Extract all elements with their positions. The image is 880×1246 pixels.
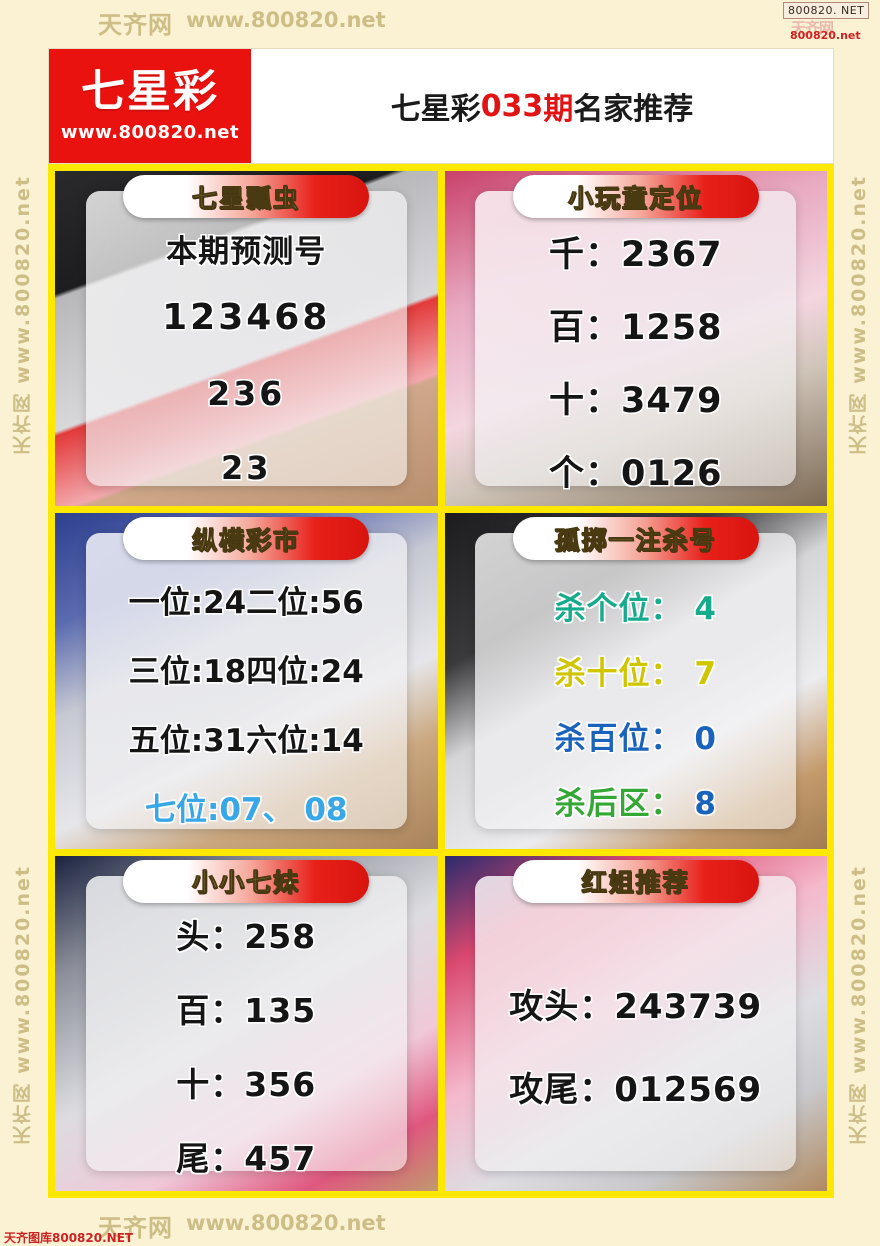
prediction-line: 123468 bbox=[162, 297, 331, 339]
side-watermark-left-bottom: 天齐网 www.800820.net bbox=[12, 865, 34, 1146]
cell-title-text: 小玩童定位 bbox=[568, 183, 704, 213]
cell-title-text: 小小七妹 bbox=[192, 868, 301, 898]
cell-title-text: 孤掷一注杀号 bbox=[554, 525, 717, 555]
top-watermark-site-name: 天齐网 bbox=[98, 11, 173, 39]
cell-title-banner: 红姐推荐 bbox=[512, 859, 759, 903]
page-title-issue-suffix: 期 bbox=[543, 92, 574, 127]
prediction-line-label: 杀十位： bbox=[554, 655, 683, 692]
prediction-line: 十：3479 bbox=[549, 380, 723, 421]
prediction-line: 本期预测号 bbox=[166, 234, 327, 271]
prediction-line: 杀百位： 0 bbox=[555, 713, 717, 758]
stamp-ghost-text: 天齐网 bbox=[791, 19, 834, 37]
cell-paper-overlay bbox=[475, 191, 797, 487]
poster-header: 七星彩 www.800820.net 七星彩 033 期名家推荐 bbox=[48, 48, 834, 164]
prediction-line: 攻头：243739 bbox=[509, 987, 763, 1028]
prediction-line: 杀后区： 8 bbox=[555, 778, 717, 823]
cell-title-text: 七星瓢虫 bbox=[192, 183, 301, 213]
side-watermark-right-bottom: 天齐网 www.800820.net bbox=[848, 865, 870, 1146]
page-title: 七星彩 033 期名家推荐 bbox=[251, 49, 833, 163]
cell-title-banner: 小小七妹 bbox=[123, 859, 370, 903]
prediction-line-label: 杀后区： bbox=[554, 785, 683, 822]
prediction-line: 七位:07、 08 bbox=[145, 792, 348, 828]
cell-title-text: 纵横彩市 bbox=[192, 525, 301, 555]
lottery-poster: 七星彩 www.800820.net 七星彩 033 期名家推荐 七星瓢虫 本期预测号… bbox=[48, 48, 834, 1198]
side-watermark-left-top: 天齐网 www.800820.net bbox=[12, 175, 34, 456]
cell-content: 一位:24二位:56 三位:18四位:24 五位:31六位:14 七位:07、 08 bbox=[55, 565, 438, 840]
prediction-line-value: 8 bbox=[682, 785, 717, 822]
top-watermark-url: www.800820.net bbox=[186, 8, 386, 32]
prediction-line-value: 7 bbox=[682, 655, 717, 692]
brand-logo-url: www.800820.net bbox=[60, 121, 240, 143]
stamp-box-text: 800820. NET bbox=[783, 2, 870, 19]
prediction-line: 百：135 bbox=[176, 991, 317, 1031]
bottom-watermark-url: www.800820.net bbox=[186, 1211, 386, 1235]
prediction-cell: 七星瓢虫本期预测号 123468 236 23 bbox=[55, 171, 438, 507]
prediction-line: 五位:31六位:14 bbox=[128, 723, 364, 759]
cell-paper-overlay bbox=[85, 875, 407, 1171]
prediction-line-label: 杀个位： bbox=[554, 590, 683, 627]
cell-title-banner: 纵横彩市 bbox=[123, 517, 370, 561]
prediction-line: 百：1258 bbox=[549, 307, 723, 348]
stamp-red-url: 800820.net bbox=[790, 29, 861, 42]
prediction-line-label: 杀百位： bbox=[554, 720, 683, 757]
page-title-issue: 033 bbox=[480, 88, 544, 124]
cell-content: 攻头：243739 攻尾：012569 bbox=[445, 908, 828, 1183]
cell-paper-overlay bbox=[475, 875, 797, 1171]
prediction-cell: 小小七妹头：258 百：135 十：356 尾：457 bbox=[55, 855, 438, 1191]
cell-content: 头：258 百：135 十：356 尾：457 bbox=[55, 908, 438, 1183]
cell-title-banner: 孤掷一注杀号 bbox=[512, 517, 759, 561]
prediction-line: 杀十位： 7 bbox=[555, 648, 717, 693]
cell-paper-overlay bbox=[475, 533, 797, 829]
top-right-stamp: 天齐网 800820. NET 800820.net bbox=[783, 2, 875, 42]
prediction-line: 攻尾：012569 bbox=[509, 1070, 763, 1111]
brand-logo: 七星彩 www.800820.net bbox=[49, 49, 251, 163]
page-title-suffix: 名家推荐 bbox=[573, 92, 694, 127]
cell-title-banner: 小玩童定位 bbox=[512, 175, 759, 218]
prediction-cell: 纵横彩市一位:24二位:56 三位:18四位:24 五位:31六位:14 七位:07、… bbox=[55, 513, 438, 849]
prediction-line: 千：2367 bbox=[549, 234, 723, 275]
prediction-line: 一位:24二位:56 bbox=[128, 585, 364, 621]
side-watermark-right-top: 天齐网 www.800820.net bbox=[848, 175, 870, 456]
cell-paper-overlay bbox=[85, 533, 407, 829]
prediction-line-value: 4 bbox=[682, 590, 717, 627]
prediction-line: 杀个位： 4 bbox=[555, 583, 717, 628]
cell-paper-overlay bbox=[85, 191, 407, 487]
cell-content: 千：2367 百：1258 十：3479 个：0126 bbox=[445, 223, 828, 498]
prediction-line: 236 bbox=[207, 374, 286, 414]
cell-content: 本期预测号 123468 236 23 bbox=[55, 223, 438, 498]
prediction-grid: 七星瓢虫本期预测号 123468 236 23 小玩童定位千：2367 百：1258 十：3… bbox=[48, 164, 834, 1198]
prediction-line: 头：258 bbox=[176, 917, 317, 957]
prediction-line: 个：0126 bbox=[549, 453, 723, 494]
page-title-prefix: 七星彩 bbox=[390, 92, 481, 127]
prediction-line: 十：356 bbox=[176, 1065, 317, 1105]
cell-content: 杀个位： 4 杀十位： 7 杀百位： 0 杀后区： 8 bbox=[445, 565, 828, 840]
top-watermark-bar: 天齐网 www.800820.net 天齐网 800820. NET 80082… bbox=[0, 0, 880, 45]
prediction-cell: 小玩童定位千：2367 百：1258 十：3479 个：0126 bbox=[444, 171, 828, 507]
prediction-line-value: 0 bbox=[682, 720, 717, 757]
cell-title-text: 红姐推荐 bbox=[581, 868, 690, 898]
cell-title-banner: 七星瓢虫 bbox=[123, 175, 370, 218]
bottom-watermark-site-name: 天齐网 bbox=[98, 1214, 173, 1242]
prediction-cell: 红姐推荐攻头：243739 攻尾：012569 bbox=[444, 855, 828, 1191]
brand-logo-text: 七星彩 bbox=[81, 65, 219, 117]
prediction-cell: 孤掷一注杀号杀个位： 4 杀十位： 7 杀百位： 0 杀后区： 8 bbox=[444, 513, 828, 849]
prediction-line: 23 bbox=[220, 449, 272, 488]
bottom-left-stamp: 天齐图库800820.NET bbox=[4, 1231, 134, 1245]
prediction-line: 三位:18四位:24 bbox=[128, 654, 364, 690]
prediction-line: 尾：457 bbox=[176, 1139, 317, 1179]
